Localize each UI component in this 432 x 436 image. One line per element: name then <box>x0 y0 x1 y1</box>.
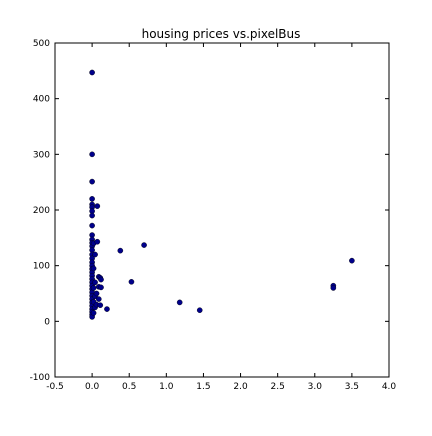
y-tick-label: 500 <box>33 39 50 49</box>
data-point <box>90 310 97 316</box>
y-axis-ticks: 500 400 300 200 100 0 -100 <box>30 39 389 383</box>
y-tick-label: 300 <box>33 150 50 160</box>
x-tick-label: 1.5 <box>196 382 210 392</box>
data-point <box>89 151 95 158</box>
x-tick-label: 2.5 <box>271 382 285 392</box>
x-tick-label: 4.0 <box>382 382 397 392</box>
data-point <box>94 238 101 245</box>
data-point <box>92 279 98 286</box>
data-point <box>92 251 98 258</box>
data-point <box>95 296 102 302</box>
y-tick-label: 100 <box>33 262 50 272</box>
data-point <box>90 265 97 272</box>
y-tick-label: 200 <box>33 206 50 216</box>
data-point <box>89 196 95 202</box>
x-axis-ticks: -0.5 0.0 0.5 1.0 1.5 2.0 2.5 3.0 3.5 4.0 <box>46 43 396 392</box>
data-point <box>90 285 97 291</box>
x-tick-label: 3.0 <box>308 382 323 392</box>
x-tick-label: -0.5 <box>46 382 64 392</box>
data-point <box>97 302 104 308</box>
data-points <box>89 69 355 320</box>
data-point <box>196 307 203 314</box>
y-tick-label: 400 <box>33 95 50 105</box>
data-point <box>89 212 95 219</box>
data-point <box>93 290 100 297</box>
data-point <box>98 276 104 283</box>
data-point <box>117 247 124 254</box>
y-tick-label: 0 <box>44 317 50 327</box>
data-point <box>176 299 183 306</box>
x-tick-label: 0.5 <box>122 382 136 392</box>
x-tick-label: 0.0 <box>85 382 100 392</box>
chart-title: housing prices vs.pixelBus <box>142 27 301 41</box>
plot-area-frame <box>54 42 390 378</box>
x-tick-label: 3.5 <box>345 382 359 392</box>
data-point <box>104 306 110 312</box>
data-point <box>89 178 95 185</box>
data-point <box>128 279 135 285</box>
data-point <box>89 69 95 76</box>
data-point <box>98 284 104 291</box>
data-point <box>89 222 95 229</box>
x-tick-label: 1.0 <box>159 382 174 392</box>
data-point <box>94 203 101 209</box>
data-point <box>141 242 147 248</box>
x-tick-label: 2.0 <box>233 382 248 392</box>
data-point <box>349 257 355 264</box>
y-tick-label: -100 <box>30 373 51 383</box>
data-point <box>330 285 337 291</box>
